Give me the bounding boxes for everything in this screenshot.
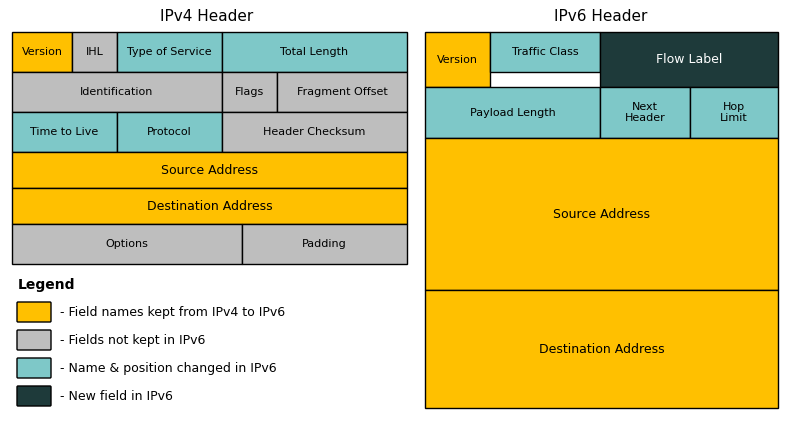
Text: - New field in IPv6: - New field in IPv6 <box>60 389 173 403</box>
Text: Next
Header: Next Header <box>625 102 665 123</box>
FancyBboxPatch shape <box>222 72 277 112</box>
Text: IPv4 Header: IPv4 Header <box>160 8 254 23</box>
FancyBboxPatch shape <box>425 32 490 87</box>
FancyBboxPatch shape <box>12 32 72 72</box>
Text: Total Length: Total Length <box>280 47 348 57</box>
Text: Protocol: Protocol <box>147 127 192 137</box>
FancyBboxPatch shape <box>690 87 778 138</box>
Text: Hop
Limit: Hop Limit <box>720 102 748 123</box>
Text: Traffic Class: Traffic Class <box>512 47 578 57</box>
Text: IPv6 Header: IPv6 Header <box>555 8 648 23</box>
Text: Destination Address: Destination Address <box>539 342 664 356</box>
FancyBboxPatch shape <box>425 138 778 290</box>
Text: Padding: Padding <box>302 239 347 249</box>
Text: Flow Label: Flow Label <box>656 53 722 66</box>
Text: Identification: Identification <box>81 87 154 97</box>
FancyBboxPatch shape <box>117 112 222 152</box>
Text: Header Checksum: Header Checksum <box>263 127 366 137</box>
FancyBboxPatch shape <box>425 87 600 138</box>
FancyBboxPatch shape <box>117 32 222 72</box>
FancyBboxPatch shape <box>17 358 51 378</box>
FancyBboxPatch shape <box>12 224 242 264</box>
Text: - Fields not kept in IPv6: - Fields not kept in IPv6 <box>60 334 205 347</box>
Text: Destination Address: Destination Address <box>147 199 273 213</box>
Text: - Field names kept from IPv4 to IPv6: - Field names kept from IPv4 to IPv6 <box>60 305 285 319</box>
FancyBboxPatch shape <box>17 386 51 406</box>
FancyBboxPatch shape <box>222 32 407 72</box>
Text: Fragment Offset: Fragment Offset <box>296 87 387 97</box>
Text: Options: Options <box>106 239 149 249</box>
FancyBboxPatch shape <box>12 188 407 224</box>
Text: - Name & position changed in IPv6: - Name & position changed in IPv6 <box>60 362 276 374</box>
Text: Time to Live: Time to Live <box>30 127 99 137</box>
Text: Legend: Legend <box>18 278 76 292</box>
Text: Version: Version <box>21 47 62 57</box>
FancyBboxPatch shape <box>72 32 117 72</box>
FancyBboxPatch shape <box>12 112 117 152</box>
Text: Source Address: Source Address <box>161 164 258 176</box>
Text: Payload Length: Payload Length <box>469 107 555 117</box>
FancyBboxPatch shape <box>490 32 600 72</box>
FancyBboxPatch shape <box>277 72 407 112</box>
FancyBboxPatch shape <box>600 32 778 87</box>
FancyBboxPatch shape <box>242 224 407 264</box>
Text: Version: Version <box>437 55 478 65</box>
FancyBboxPatch shape <box>425 290 778 408</box>
Text: Flags: Flags <box>235 87 264 97</box>
FancyBboxPatch shape <box>12 72 222 112</box>
FancyBboxPatch shape <box>600 87 690 138</box>
FancyBboxPatch shape <box>12 152 407 188</box>
FancyBboxPatch shape <box>17 302 51 322</box>
Text: IHL: IHL <box>85 47 103 57</box>
FancyBboxPatch shape <box>17 330 51 350</box>
FancyBboxPatch shape <box>222 112 407 152</box>
Text: Type of Service: Type of Service <box>127 47 212 57</box>
Text: Source Address: Source Address <box>553 208 650 220</box>
